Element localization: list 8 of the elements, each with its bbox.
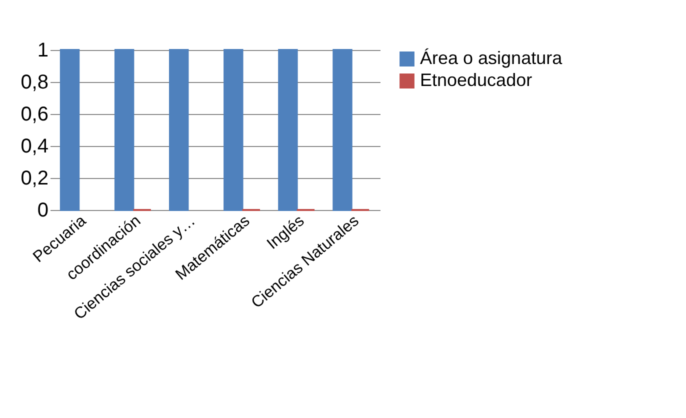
y-tick-label: 0,8	[20, 72, 48, 94]
legend-label: Área o asignatura	[420, 48, 564, 68]
y-tick-label: 0,4	[20, 136, 48, 158]
y-tick-label: 1	[37, 40, 48, 62]
legend-label: Etnoeducador	[420, 70, 532, 90]
y-tick-label: 0	[37, 200, 48, 222]
y-tick-label: 0,6	[20, 104, 48, 126]
y-tick-label: 0,2	[20, 168, 48, 190]
